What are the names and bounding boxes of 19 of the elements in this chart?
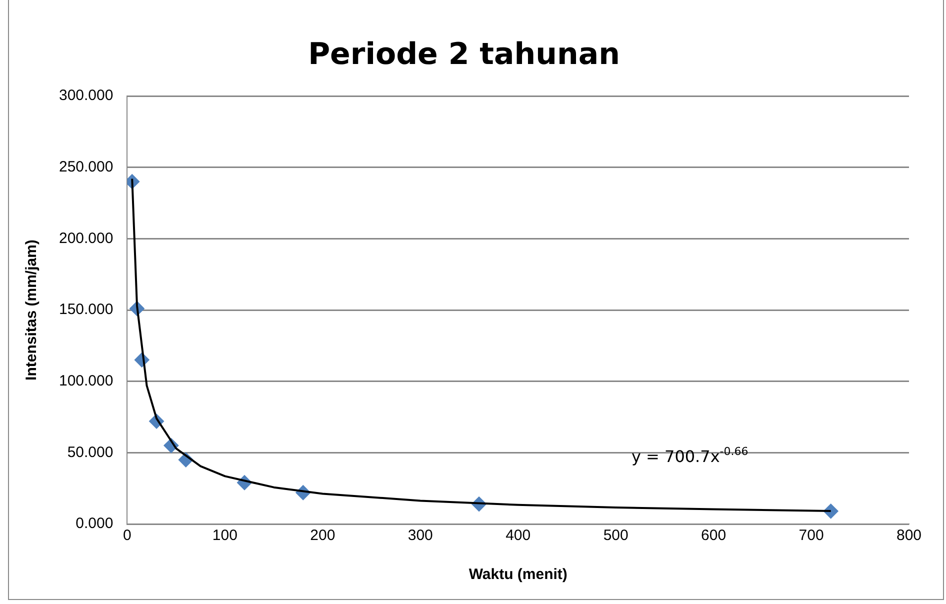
x-tick-label: 500 <box>603 527 628 544</box>
x-tick-label: 100 <box>212 527 238 544</box>
x-tick-label: 0 <box>123 527 132 544</box>
x-axis-title: Waktu (menit) <box>468 566 568 584</box>
x-tick-label: 600 <box>701 527 726 544</box>
y-tick-label: 300.000 <box>58 87 114 104</box>
y-tick-label: 0.000 <box>76 515 114 532</box>
y-tick-label: 200.000 <box>58 230 114 247</box>
y-tick-label: 150.000 <box>58 301 114 318</box>
y-tick-label: 100.000 <box>58 372 114 390</box>
x-tick-label: 700 <box>798 527 824 544</box>
y-axis-title: Intensitas (mm/jam) <box>23 240 40 380</box>
chart-title: Periode 2 tahunan <box>308 36 620 72</box>
y-tick-label: 250.000 <box>58 158 114 176</box>
x-tick-label: 400 <box>506 527 531 544</box>
x-tick-label: 800 <box>896 527 922 544</box>
y-tick-label: 50.000 <box>67 444 114 461</box>
x-tick-label: 200 <box>310 527 336 544</box>
x-tick-label: 300 <box>408 527 433 544</box>
